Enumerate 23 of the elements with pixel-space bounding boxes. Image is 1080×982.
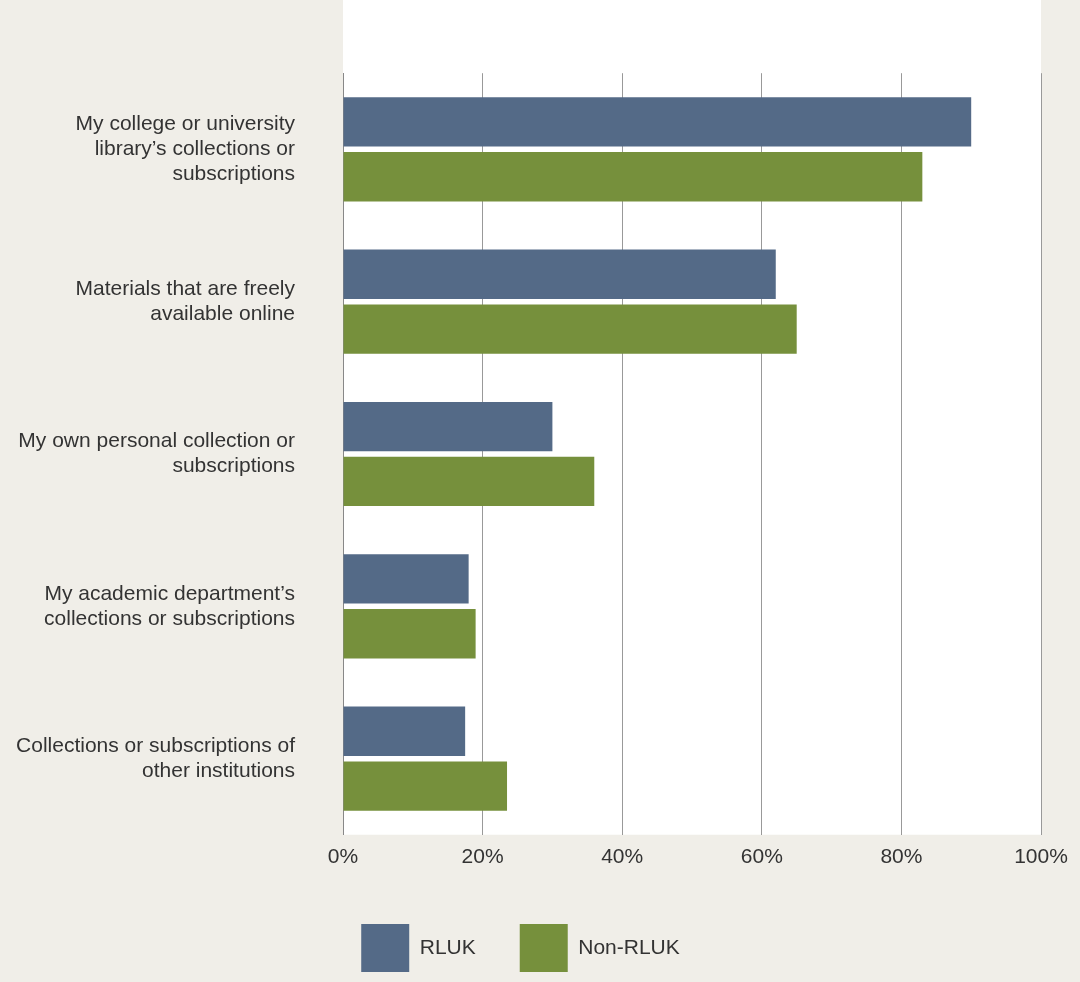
y-tick-label: Collections or subscriptions of other institutions: [16, 732, 296, 782]
legend-label: Non-RLUK: [578, 934, 680, 958]
x-tick-label: 0%: [327, 844, 359, 868]
bar: [343, 609, 476, 659]
x-tick-label: 100%: [1014, 844, 1068, 868]
y-tick-label: My own personal collection or subscriptions: [18, 428, 295, 477]
y-tick-label: My college or university library’s collections or subscriptions: [75, 110, 296, 185]
bar: [343, 152, 923, 202]
x-tick-label: 40%: [601, 844, 644, 868]
x-tick-label: 80%: [880, 844, 923, 868]
x-tick-label: 60%: [740, 844, 783, 868]
bar: [343, 249, 776, 299]
bar: [343, 304, 797, 354]
x-tick-label: 20%: [461, 844, 504, 868]
bar: [343, 456, 595, 507]
bar: [343, 554, 469, 604]
legend-label: RLUK: [419, 934, 476, 958]
bar: [343, 97, 972, 147]
bar: [343, 761, 508, 811]
bar: [343, 706, 466, 756]
y-tick-label: My academic department’s collections or subscriptions: [44, 580, 295, 629]
bar: [343, 401, 553, 452]
y-tick-label: Materials that are freely available online: [75, 275, 296, 325]
